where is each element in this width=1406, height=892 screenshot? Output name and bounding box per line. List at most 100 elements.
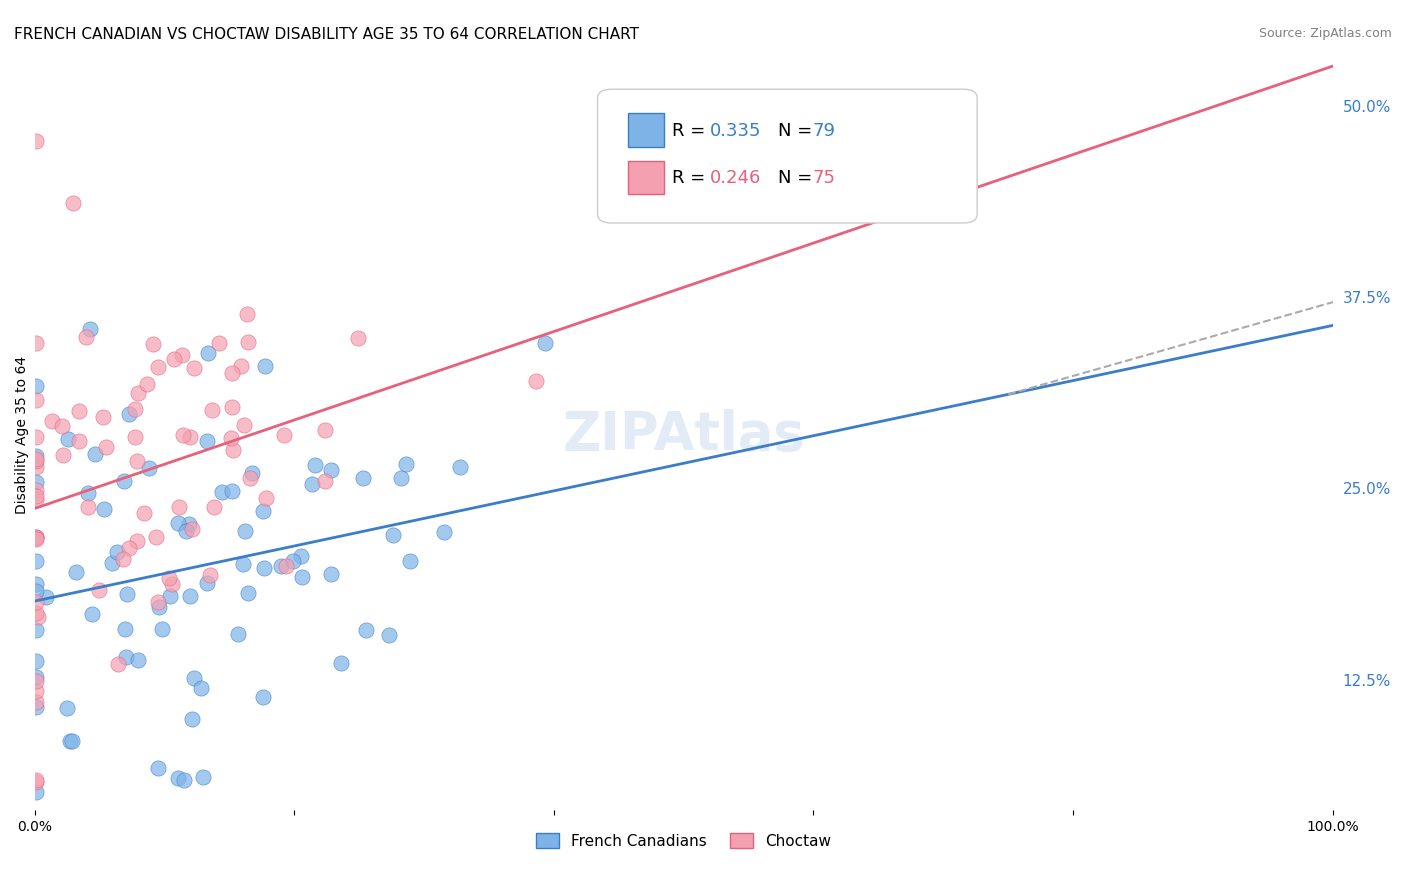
Point xyxy=(179,589,201,603)
Point xyxy=(166,771,188,785)
Point xyxy=(84,447,107,461)
Point xyxy=(25,606,48,620)
Point xyxy=(94,440,117,454)
Point xyxy=(59,734,82,748)
Point xyxy=(346,331,368,345)
Point xyxy=(25,450,48,464)
Point xyxy=(101,556,124,570)
Point xyxy=(25,772,48,787)
Point xyxy=(163,352,186,367)
Text: ZIPAtlas: ZIPAtlas xyxy=(562,409,806,460)
Point xyxy=(25,533,48,547)
Point xyxy=(219,431,242,445)
Point xyxy=(25,775,48,789)
Point xyxy=(145,530,167,544)
Point xyxy=(183,671,205,685)
Point xyxy=(25,491,48,506)
Point xyxy=(124,429,146,443)
Point xyxy=(281,554,304,568)
Point xyxy=(25,379,48,393)
Point xyxy=(25,695,48,709)
Point xyxy=(399,554,422,568)
Text: 0.246: 0.246 xyxy=(710,169,762,187)
Point xyxy=(159,589,181,603)
Point xyxy=(25,671,48,685)
Point xyxy=(75,330,97,344)
Point xyxy=(25,654,48,668)
Point xyxy=(229,359,252,373)
Point xyxy=(118,541,141,555)
Point xyxy=(67,404,90,418)
Point xyxy=(167,500,190,515)
Point xyxy=(274,559,297,574)
Point xyxy=(273,427,295,442)
Point xyxy=(125,454,148,468)
Point xyxy=(449,460,471,475)
Point xyxy=(433,524,456,539)
Point xyxy=(35,590,58,604)
Point xyxy=(314,474,336,488)
Point xyxy=(389,471,412,485)
Point xyxy=(179,430,201,444)
Point xyxy=(270,558,292,573)
Point xyxy=(354,623,377,637)
Point xyxy=(105,545,128,559)
Point xyxy=(25,460,48,475)
Text: R =: R = xyxy=(672,169,711,187)
Point xyxy=(148,600,170,615)
Point xyxy=(27,610,49,624)
Point xyxy=(222,443,245,458)
Point xyxy=(314,424,336,438)
Text: 0.335: 0.335 xyxy=(710,122,762,140)
Point xyxy=(25,623,48,637)
Point xyxy=(180,712,202,726)
Text: N =: N = xyxy=(778,169,817,187)
Point xyxy=(127,653,149,667)
Point xyxy=(174,524,197,539)
Point xyxy=(51,419,73,434)
Point xyxy=(157,571,180,585)
Point xyxy=(167,516,190,530)
Point xyxy=(93,501,115,516)
Point xyxy=(25,392,48,407)
Text: Source: ZipAtlas.com: Source: ZipAtlas.com xyxy=(1258,27,1392,40)
Point xyxy=(221,484,243,499)
Point xyxy=(115,587,138,601)
Point xyxy=(304,458,326,473)
Point xyxy=(290,549,312,564)
Point xyxy=(253,561,276,575)
Point xyxy=(25,335,48,350)
Point xyxy=(352,471,374,485)
Point xyxy=(181,523,204,537)
Legend: French Canadians, Choctaw: French Canadians, Choctaw xyxy=(530,827,837,855)
Point xyxy=(395,457,418,471)
Point xyxy=(80,607,103,622)
Point xyxy=(76,486,98,500)
Point xyxy=(25,452,48,467)
Point xyxy=(190,681,212,695)
Point xyxy=(183,360,205,375)
Point xyxy=(25,673,48,688)
Point xyxy=(56,701,79,715)
Point xyxy=(321,566,343,581)
Point xyxy=(236,586,259,600)
Point xyxy=(115,650,138,665)
Point xyxy=(25,489,48,503)
Point xyxy=(25,700,48,714)
Point xyxy=(142,336,165,351)
Point xyxy=(177,517,200,532)
Point xyxy=(87,582,110,597)
Point xyxy=(65,565,87,579)
Point xyxy=(301,477,323,491)
Point xyxy=(91,410,114,425)
Point xyxy=(238,335,260,350)
Point xyxy=(79,322,101,336)
Point xyxy=(330,656,353,670)
Point xyxy=(191,770,214,784)
Point xyxy=(239,470,262,484)
Point xyxy=(195,575,218,590)
Point xyxy=(148,359,170,374)
Point xyxy=(134,506,156,520)
Point xyxy=(52,448,75,462)
Point xyxy=(252,690,274,704)
